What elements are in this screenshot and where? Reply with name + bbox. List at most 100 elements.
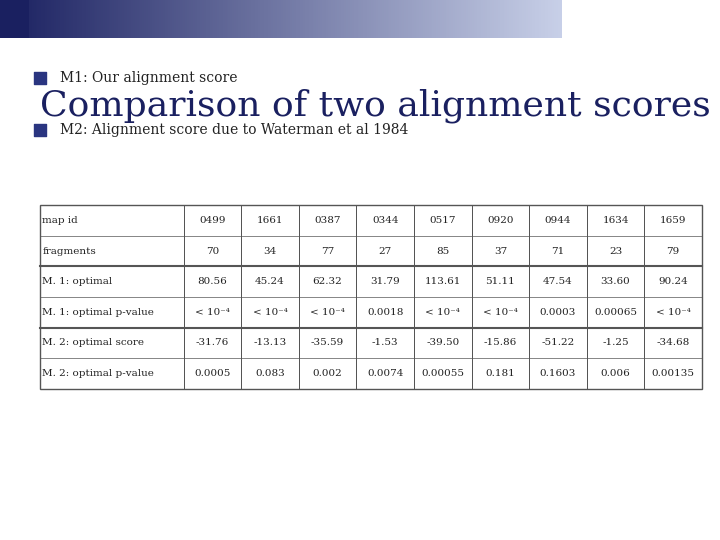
Bar [546, 0, 549, 38]
Bar [350, 0, 352, 38]
Bar [69, 0, 71, 38]
Bar [9, 0, 12, 38]
Bar [178, 0, 180, 38]
Bar [456, 0, 459, 38]
Bar [68, 0, 69, 38]
Bar [466, 0, 468, 38]
Bar [464, 0, 466, 38]
Bar [408, 0, 410, 38]
Bar [206, 0, 208, 38]
Text: 45.24: 45.24 [255, 277, 285, 286]
Bar [367, 0, 369, 38]
Text: 90.24: 90.24 [658, 277, 688, 286]
Bar [194, 0, 197, 38]
Bar [172, 0, 174, 38]
Bar [135, 0, 137, 38]
Bar [371, 0, 372, 38]
Bar [240, 0, 241, 38]
Bar [436, 0, 438, 38]
Bar [461, 0, 462, 38]
Bar [105, 0, 107, 38]
Bar [399, 0, 400, 38]
Bar [341, 0, 343, 38]
Bar [354, 0, 356, 38]
Bar [200, 0, 202, 38]
Bar [219, 0, 221, 38]
Point [34, 125, 45, 134]
Bar [391, 0, 393, 38]
Bar [30, 0, 32, 38]
Bar [496, 0, 498, 38]
Bar [17, 0, 19, 38]
Bar [251, 0, 253, 38]
Bar [418, 0, 419, 38]
Text: 79: 79 [667, 247, 680, 255]
Bar [468, 0, 470, 38]
Bar [359, 0, 361, 38]
Bar [148, 0, 150, 38]
Bar [489, 0, 490, 38]
Bar [382, 0, 384, 38]
Bar [137, 0, 138, 38]
Bar [4, 0, 6, 38]
Text: 37: 37 [494, 247, 507, 255]
Bar [32, 0, 34, 38]
Bar [312, 0, 315, 38]
Text: 62.32: 62.32 [312, 277, 343, 286]
Text: -13.13: -13.13 [253, 339, 287, 347]
Bar [58, 0, 60, 38]
Text: 0.181: 0.181 [485, 369, 516, 378]
Bar [494, 0, 496, 38]
Bar [152, 0, 153, 38]
Bar [558, 0, 559, 38]
Bar [517, 0, 518, 38]
Bar [78, 0, 81, 38]
Bar [256, 0, 258, 38]
Bar [549, 0, 550, 38]
Bar [352, 0, 354, 38]
Bar [453, 0, 455, 38]
Text: 34: 34 [264, 247, 276, 255]
Bar [230, 0, 232, 38]
Bar [150, 0, 152, 38]
Bar [421, 0, 423, 38]
Bar [322, 0, 324, 38]
Bar [75, 0, 77, 38]
Text: 0920: 0920 [487, 216, 513, 225]
Bar [97, 0, 99, 38]
Bar [477, 0, 480, 38]
Bar [88, 0, 90, 38]
Bar [410, 0, 412, 38]
Bar [153, 0, 156, 38]
Bar [28, 0, 30, 38]
Bar [221, 0, 222, 38]
Bar [502, 0, 503, 38]
Bar [556, 0, 558, 38]
Bar [290, 0, 292, 38]
Bar [73, 0, 75, 38]
Bar [483, 0, 485, 38]
Bar [262, 0, 264, 38]
Text: map id: map id [42, 216, 78, 225]
Bar [271, 0, 274, 38]
Bar [511, 0, 513, 38]
Bar [440, 0, 442, 38]
Bar [22, 0, 24, 38]
Bar [296, 0, 297, 38]
Bar [531, 0, 534, 38]
Bar [447, 0, 449, 38]
Text: 85: 85 [436, 247, 449, 255]
Text: < 10⁻⁴: < 10⁻⁴ [656, 308, 690, 317]
Bar [53, 0, 54, 38]
Bar [530, 0, 531, 38]
Bar [181, 0, 184, 38]
Bar [249, 0, 251, 38]
Bar [174, 0, 176, 38]
Bar [337, 0, 339, 38]
Bar [539, 0, 541, 38]
Bar [140, 0, 143, 38]
Bar [81, 0, 82, 38]
Bar [412, 0, 414, 38]
Text: < 10⁻⁴: < 10⁻⁴ [253, 308, 287, 317]
Bar [120, 0, 122, 38]
